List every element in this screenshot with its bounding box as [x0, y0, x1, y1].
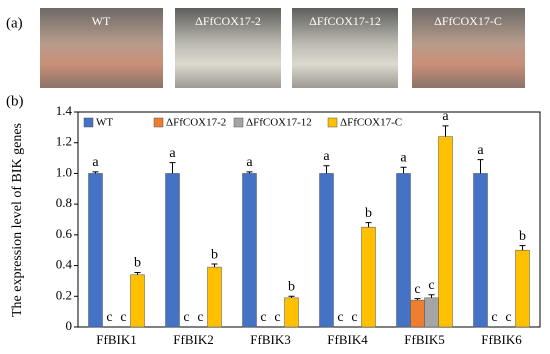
significance-letter: c — [120, 310, 126, 325]
bar — [242, 173, 257, 328]
error-bar — [365, 222, 372, 228]
panel-label: (a) — [6, 15, 23, 31]
y-tick-label: 0 — [66, 318, 73, 333]
bar — [361, 226, 376, 328]
legend-swatch — [153, 117, 164, 128]
x-tick-label: FfBIK1 — [96, 332, 136, 347]
bar — [207, 266, 222, 328]
significance-letter: b — [519, 229, 526, 244]
photo-label: WT — [92, 14, 111, 28]
error-bar — [169, 162, 176, 174]
y-tick-label: 0.6 — [56, 226, 73, 241]
photo — [40, 8, 163, 88]
significance-letter: c — [428, 278, 434, 293]
significance-letter: c — [274, 310, 280, 325]
significance-letter: a — [323, 149, 330, 164]
significance-letter: c — [505, 310, 511, 325]
photo — [412, 8, 525, 88]
y-tick-label: 1.4 — [56, 103, 73, 118]
error-bar — [477, 159, 484, 174]
error-bar — [288, 295, 295, 298]
bar — [165, 173, 180, 328]
x-tick-label: FfBIK2 — [173, 332, 213, 347]
bar — [438, 136, 453, 328]
photo-label: ΔFfCOX17-2 — [195, 14, 261, 28]
error-bar — [134, 271, 141, 275]
y-tick-label: 0.8 — [56, 195, 72, 210]
error-bar — [323, 165, 330, 174]
legend-label: ΔFfCOX17-C — [340, 117, 402, 129]
significance-letter: c — [414, 282, 420, 297]
error-bar — [246, 171, 253, 174]
significance-letter: b — [134, 256, 141, 271]
legend-swatch — [233, 117, 244, 128]
significance-letter: a — [169, 146, 176, 161]
y-tick-label: 1.0 — [56, 164, 72, 179]
legend-label: ΔFfCOX17-2 — [166, 117, 226, 129]
bar — [130, 274, 145, 328]
error-bar — [442, 125, 449, 137]
legend-swatch — [327, 117, 338, 128]
significance-letter: b — [211, 247, 218, 262]
y-tick-label: 0.2 — [56, 287, 72, 302]
x-tick-label: FfBIK3 — [250, 332, 290, 347]
bar — [515, 249, 530, 328]
y-tick-label: 0.4 — [56, 257, 73, 272]
significance-letter: a — [246, 155, 253, 170]
significance-letter: c — [337, 310, 343, 325]
significance-letter: c — [197, 310, 203, 325]
significance-letter: b — [365, 206, 372, 221]
panel-label: (b) — [6, 93, 24, 109]
significance-letter: b — [288, 280, 295, 295]
x-tick-label: FfBIK4 — [327, 332, 368, 347]
bar — [284, 297, 299, 328]
x-tick-label: FfBIK5 — [404, 332, 444, 347]
x-tick-label: FfBIK6 — [481, 332, 522, 347]
y-tick-label: 1.2 — [56, 134, 72, 149]
error-bar — [519, 245, 526, 251]
bar — [473, 173, 488, 328]
photo-label: ΔFfCOX17-C — [434, 14, 502, 28]
significance-letter: a — [92, 155, 99, 170]
photo — [175, 8, 281, 88]
error-bar — [92, 171, 99, 174]
error-bar — [428, 294, 435, 298]
bar — [319, 173, 334, 328]
significance-letter: c — [491, 310, 497, 325]
significance-letter: c — [183, 310, 189, 325]
error-bar — [211, 263, 218, 268]
plot-frame — [77, 111, 541, 328]
significance-letter: a — [400, 151, 407, 166]
photo — [292, 8, 398, 88]
significance-letter: a — [477, 143, 484, 158]
significance-letter: c — [260, 310, 266, 325]
error-bar — [414, 298, 421, 301]
significance-letter: c — [351, 310, 357, 325]
legend-label: ΔFfCOX17-12 — [246, 117, 312, 129]
significance-letter: c — [106, 310, 112, 325]
error-bar — [400, 166, 407, 174]
significance-letter: a — [442, 109, 449, 124]
bar — [424, 297, 439, 328]
bar — [410, 299, 425, 328]
bar — [88, 173, 103, 328]
photo-label: ΔFfCOX17-12 — [309, 14, 381, 28]
legend-label: WT — [96, 117, 113, 129]
bar — [396, 173, 411, 328]
legend-swatch — [83, 117, 94, 128]
y-axis-label: The expression level of BIK genes — [10, 123, 25, 317]
